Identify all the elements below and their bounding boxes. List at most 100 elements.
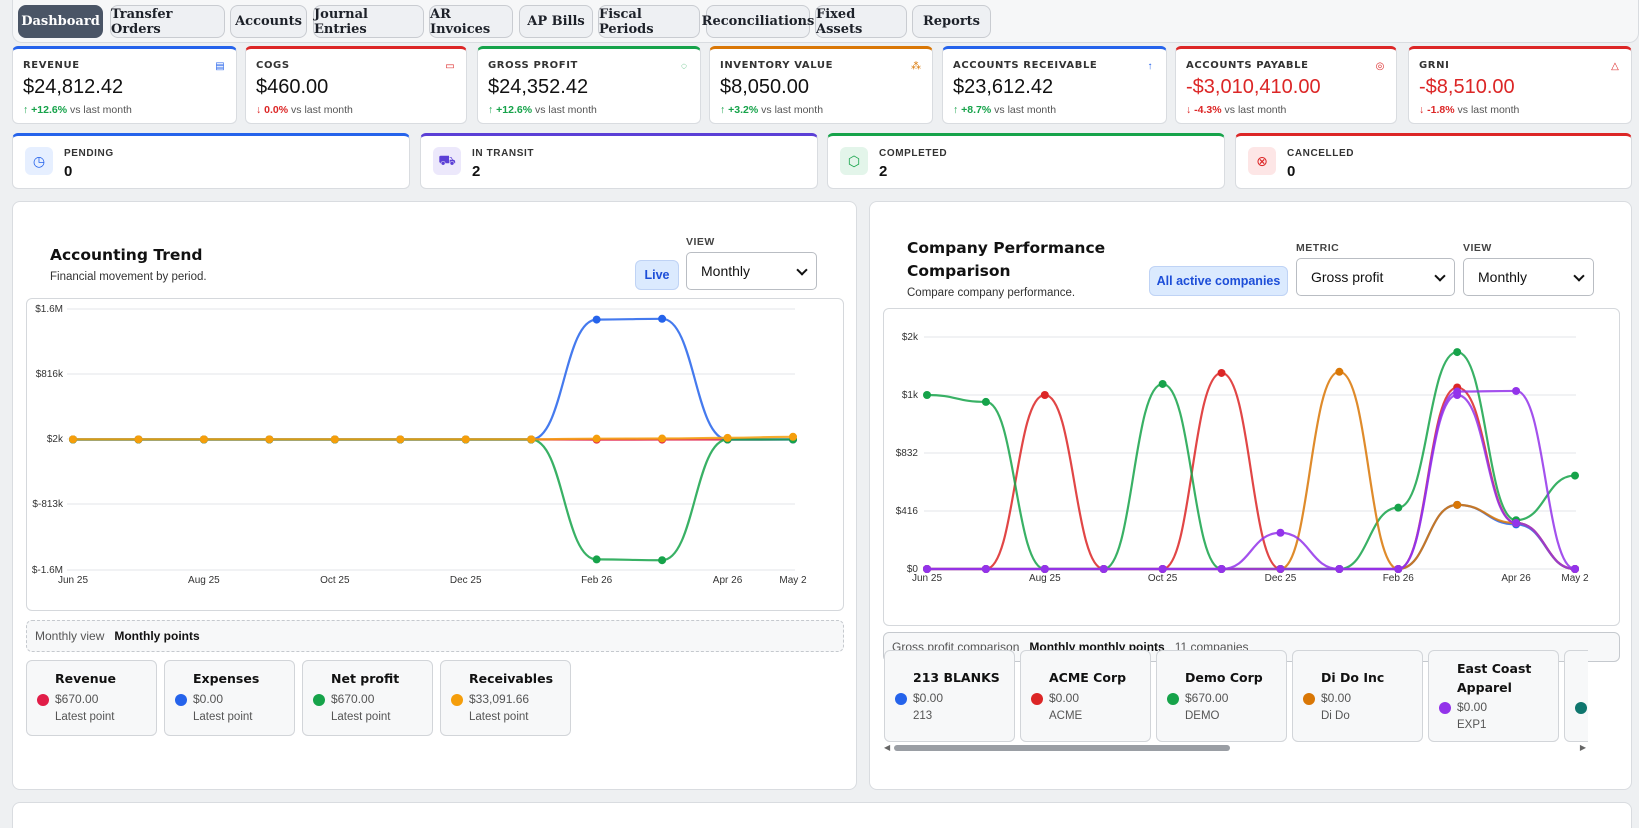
performance-series-line bbox=[927, 389, 1576, 571]
status-card-in-transit[interactable]: ⛟ IN TRANSIT 2 bbox=[420, 133, 818, 189]
tab-accounts[interactable]: Accounts bbox=[230, 5, 307, 38]
company-cards-scroll[interactable]: 213 BLANKS $0.00 213 ACME Corp $0.00 ACME Demo… bbox=[884, 650, 1588, 742]
tab-reports[interactable]: Reports bbox=[912, 5, 991, 38]
trend-legend-net-profit[interactable]: Net profit $670.00 Latest point bbox=[302, 660, 433, 736]
legend-sub: Latest point bbox=[331, 711, 391, 723]
kpi-label: GROSS PROFIT bbox=[488, 60, 578, 71]
x-tick-label: Apr 26 bbox=[713, 575, 743, 586]
chevron-down-icon bbox=[1573, 270, 1585, 282]
legend-dot bbox=[37, 694, 49, 706]
status-value: 2 bbox=[879, 163, 888, 180]
trend-point bbox=[396, 435, 405, 444]
tab-transfer-orders[interactable]: Transfer Orders bbox=[110, 5, 225, 38]
boxes-icon: ⁂ bbox=[911, 61, 921, 72]
check-circle-icon: ◌ bbox=[681, 61, 687, 72]
arrow-down-icon: ↓ bbox=[1419, 104, 1428, 116]
target-icon: ◎ bbox=[1375, 61, 1385, 72]
tab-ar-invoices[interactable]: AR Invoices bbox=[429, 5, 513, 38]
legend-value: $0.00 bbox=[193, 692, 224, 706]
arrow-up-icon: ↑ bbox=[720, 104, 729, 116]
kpi-change-pct: -1.8% bbox=[1427, 104, 1455, 116]
company-card[interactable]: East Coast Apparel $0.00 EXP1 bbox=[1428, 650, 1559, 742]
kpi-value: $460.00 bbox=[256, 76, 329, 98]
trend-legend-receivables[interactable]: Receivables $33,091.66 Latest point bbox=[440, 660, 571, 736]
kpi-change-suffix: vs last month bbox=[761, 104, 824, 116]
company-name-line2: Apparel bbox=[1457, 680, 1512, 695]
tab-journal-entries[interactable]: Journal Entries bbox=[313, 5, 424, 38]
trend-point bbox=[658, 314, 667, 323]
trend-view-select[interactable]: Monthly bbox=[686, 252, 817, 290]
company-card[interactable]: ACME Corp $0.00 ACME bbox=[1020, 650, 1151, 742]
kpi-change: ↑ +3.2% vs last month bbox=[720, 104, 922, 116]
legend-value: $670.00 bbox=[331, 692, 375, 706]
trend-series-line bbox=[73, 438, 794, 562]
trend-point bbox=[658, 434, 667, 443]
y-tick-label: $2k bbox=[902, 332, 919, 343]
tab-ap-bills[interactable]: AP Bills bbox=[519, 5, 593, 38]
kpi-card-grni: GRNI -$8,510.00 ↓ -1.8% vs last month △ bbox=[1408, 46, 1632, 124]
kpi-card-inventory-value: INVENTORY VALUE $8,050.00 ↑ +3.2% vs last … bbox=[709, 46, 933, 124]
scroll-left-icon[interactable]: ◀ bbox=[884, 743, 891, 752]
scroll-right-icon[interactable]: ▶ bbox=[1579, 743, 1586, 752]
status-card-cancelled[interactable]: ⊗ CANCELLED 0 bbox=[1235, 133, 1632, 189]
kpi-value: $24,812.42 bbox=[23, 76, 124, 98]
y-tick-label: $816k bbox=[36, 369, 64, 380]
performance-point bbox=[1217, 565, 1226, 573]
performance-point bbox=[1158, 565, 1167, 573]
company-cards-scrollbar[interactable]: ◀ ▶ bbox=[884, 743, 1588, 753]
status-card-pending[interactable]: ◷ PENDING 0 bbox=[12, 133, 410, 189]
kpi-label: REVENUE bbox=[23, 60, 80, 71]
company-performance-panel: Company Performance Comparison Compare c… bbox=[869, 201, 1632, 790]
company-code: EXP1 bbox=[1457, 719, 1487, 731]
kpi-value: -$8,510.00 bbox=[1419, 76, 1515, 98]
live-chip[interactable]: Live bbox=[635, 260, 679, 290]
kpi-change-suffix: vs last month bbox=[291, 104, 353, 116]
trend-point bbox=[69, 435, 77, 444]
metric-select[interactable]: Gross profit bbox=[1296, 258, 1455, 296]
company-card[interactable]: 213 BLANKS $0.00 213 bbox=[884, 650, 1015, 742]
trend-view-value: Monthly bbox=[701, 263, 751, 279]
legend-dot bbox=[313, 694, 325, 706]
company-code: DEMO bbox=[1185, 710, 1220, 722]
trend-legend-revenue[interactable]: Revenue $670.00 Latest point bbox=[26, 660, 157, 736]
legend-dot bbox=[175, 694, 187, 706]
arrow-down-icon: ↓ bbox=[1186, 104, 1195, 116]
tab-fiscal-periods[interactable]: Fiscal Periods bbox=[598, 5, 700, 38]
company-card[interactable]: Demo Corp $670.00 DEMO bbox=[1156, 650, 1287, 742]
company-card[interactable]: Di Do Inc $0.00 Di Do bbox=[1292, 650, 1423, 742]
tab-fixed-assets[interactable]: Fixed Assets bbox=[815, 5, 907, 38]
performance-view-label: VIEW bbox=[1463, 242, 1492, 254]
performance-view-select[interactable]: Monthly bbox=[1463, 258, 1594, 296]
x-tick-label: Jun 25 bbox=[912, 573, 942, 584]
scrollbar-thumb[interactable] bbox=[894, 745, 1230, 751]
x-tick-label: Feb 26 bbox=[581, 575, 613, 586]
company-name: Di Do Inc bbox=[1321, 670, 1385, 685]
performance-point bbox=[1394, 503, 1403, 512]
tab-dashboard[interactable]: Dashboard bbox=[18, 5, 103, 38]
clock-icon: ◷ bbox=[25, 147, 53, 175]
company-dot bbox=[1575, 702, 1587, 714]
trend-series-line bbox=[73, 317, 793, 441]
status-card-completed[interactable]: ⬡ COMPLETED 2 bbox=[827, 133, 1225, 189]
x-tick-label: Dec 25 bbox=[450, 575, 482, 586]
company-value: $0.00 bbox=[1049, 691, 1080, 705]
arrow-down-icon: ↓ bbox=[256, 104, 265, 116]
performance-series-line bbox=[926, 350, 1576, 571]
kpi-change-pct: +12.6% bbox=[31, 104, 68, 116]
performance-title-line2: Comparison bbox=[907, 262, 1011, 280]
y-tick-label: $0 bbox=[907, 564, 919, 575]
trend-legend-expenses[interactable]: Expenses $0.00 Latest point bbox=[164, 660, 295, 736]
performance-point bbox=[1571, 471, 1579, 480]
legend-value: $670.00 bbox=[55, 692, 99, 706]
company-code: 213 bbox=[913, 710, 933, 722]
company-name: ACME Corp bbox=[1049, 670, 1127, 685]
tab-reconciliations[interactable]: Reconciliations bbox=[702, 5, 814, 38]
y-tick-label: $1k bbox=[902, 390, 919, 401]
kpi-value: $23,612.42 bbox=[953, 76, 1054, 98]
all-companies-chip[interactable]: All active companies bbox=[1149, 266, 1288, 296]
performance-point bbox=[1099, 565, 1108, 573]
performance-series-line bbox=[927, 503, 1576, 571]
kpi-change-pct: +3.2% bbox=[728, 104, 759, 116]
